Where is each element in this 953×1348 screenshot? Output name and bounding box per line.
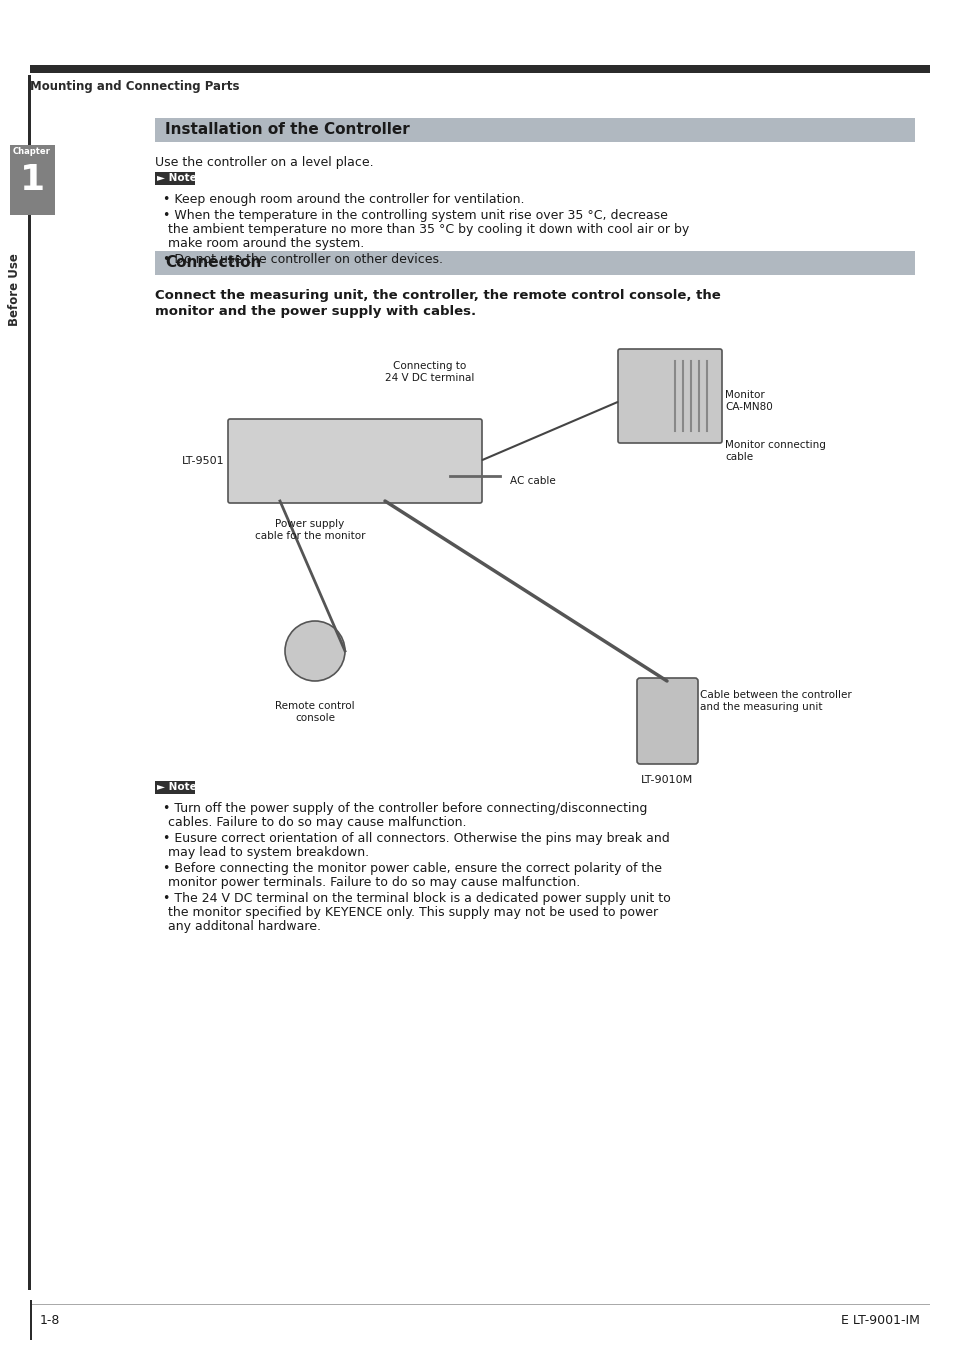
Text: the ambient temperature no more than 35 °C by cooling it down with cool air or b: the ambient temperature no more than 35 … (168, 222, 688, 236)
Bar (30, 1299, 32, 1340)
Text: Connecting to
24 V DC terminal: Connecting to 24 V DC terminal (385, 361, 475, 383)
Text: • The 24 V DC terminal on the terminal block is a dedicated power supply unit to: • The 24 V DC terminal on the terminal b… (163, 892, 670, 905)
Text: E LT-9001-IM: E LT-9001-IM (841, 1313, 919, 1326)
Text: • Eusure correct orientation of all connectors. Otherwise the pins may break and: • Eusure correct orientation of all conn… (163, 832, 669, 845)
Bar (30, 65, 929, 73)
Text: LT-9501: LT-9501 (182, 456, 225, 466)
Text: Cable between the controller
and the measuring unit: Cable between the controller and the mea… (700, 690, 851, 712)
Text: Mounting and Connecting Parts: Mounting and Connecting Parts (30, 80, 239, 93)
Text: Monitor connecting
cable: Monitor connecting cable (724, 441, 825, 462)
Bar (154, 780, 194, 794)
Text: 1-8: 1-8 (40, 1313, 60, 1326)
Text: the monitor specified by KEYENCE only. This supply may not be used to power: the monitor specified by KEYENCE only. T… (168, 906, 658, 919)
Text: 1: 1 (19, 163, 45, 197)
Text: make room around the system.: make room around the system. (168, 237, 364, 249)
Text: • Before connecting the monitor power cable, ensure the correct polarity of the: • Before connecting the monitor power ca… (163, 861, 661, 875)
Text: ► Note: ► Note (157, 173, 196, 183)
Text: ► Note: ► Note (157, 782, 196, 793)
Bar (28, 75, 30, 1290)
FancyBboxPatch shape (228, 419, 481, 503)
Circle shape (285, 621, 345, 681)
Text: • Keep enough room around the controller for ventilation.: • Keep enough room around the controller… (163, 193, 524, 206)
Text: • Turn off the power supply of the controller before connecting/disconnecting: • Turn off the power supply of the contr… (163, 802, 647, 816)
Bar (154, 173, 194, 185)
Text: monitor and the power supply with cables.: monitor and the power supply with cables… (154, 305, 476, 318)
Text: Use the controller on a level place.: Use the controller on a level place. (154, 156, 374, 168)
Text: Connection: Connection (165, 255, 261, 270)
Text: Chapter: Chapter (13, 147, 51, 156)
Text: Before Use: Before Use (8, 253, 20, 326)
Bar (154, 251, 914, 275)
FancyBboxPatch shape (618, 349, 721, 443)
Text: Installation of the Controller: Installation of the Controller (165, 123, 410, 137)
Text: • Do not use the controller on other devices.: • Do not use the controller on other dev… (163, 253, 442, 266)
Bar (10, 146, 55, 214)
Text: Monitor
CA-MN80: Monitor CA-MN80 (724, 390, 772, 411)
Text: Power supply
cable for the monitor: Power supply cable for the monitor (254, 519, 365, 541)
FancyBboxPatch shape (637, 678, 698, 764)
Text: may lead to system breakdown.: may lead to system breakdown. (168, 847, 369, 859)
Text: any additonal hardware.: any additonal hardware. (168, 919, 320, 933)
Text: • When the temperature in the controlling system unit rise over 35 °C, decrease: • When the temperature in the controllin… (163, 209, 667, 222)
Text: Remote control
console: Remote control console (274, 701, 355, 723)
Text: LT-9010M: LT-9010M (640, 775, 693, 785)
Text: cables. Failure to do so may cause malfunction.: cables. Failure to do so may cause malfu… (168, 816, 466, 829)
Text: Connect the measuring unit, the controller, the remote control console, the: Connect the measuring unit, the controll… (154, 288, 720, 302)
Text: monitor power terminals. Failure to do so may cause malfunction.: monitor power terminals. Failure to do s… (168, 876, 579, 888)
Text: AC cable: AC cable (510, 476, 556, 487)
Bar (154, 119, 914, 142)
